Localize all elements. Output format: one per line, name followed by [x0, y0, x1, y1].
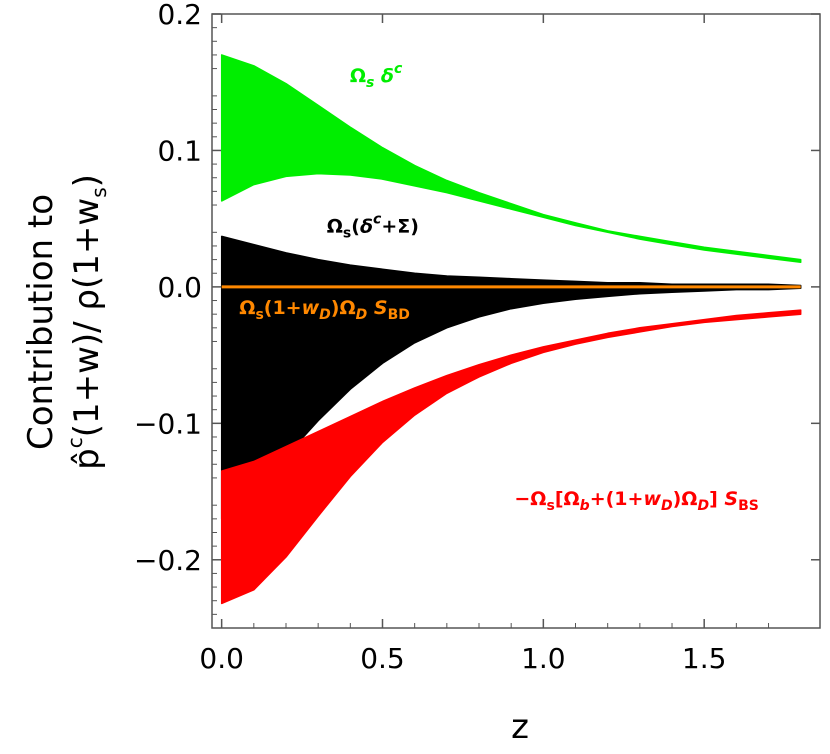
plot-frame [211, 13, 821, 629]
annotation-black: Ωs(δc+Σ) [327, 211, 419, 241]
annotation-red: −Ωs[Ωb+(1+wD)ΩD] SBS [514, 488, 758, 514]
y-tick-label: 0.1 [157, 134, 202, 167]
y-axis-title: Contribution to p̂c(1+w)/ ρ(1+ws) [21, 174, 111, 470]
y-tick-label: 0.0 [157, 271, 202, 304]
band-red [220, 309, 802, 605]
x-axis-title: z [511, 707, 529, 747]
y-axis-title-line2: p̂c(1+w)/ ρ(1+ws) [63, 174, 111, 470]
band-green [220, 54, 802, 264]
tick-layer: 0.0 0.5 1.0 1.5 −0.2 −0.1 0.0 0.1 0.2 [134, 0, 820, 675]
annotation-green: Ωs δc [350, 61, 403, 91]
y-tick-label: −0.2 [134, 544, 202, 577]
band-black [220, 235, 802, 520]
band-layer [220, 54, 802, 605]
y-tick-label: 0.2 [157, 0, 202, 31]
y-tick-label: −0.1 [134, 407, 202, 440]
x-tick-label: 1.0 [521, 642, 566, 675]
x-tick-label: 1.5 [682, 642, 727, 675]
x-tick-label: 0.0 [199, 642, 244, 675]
annotation-orange: Ωs(1+wD)ΩD SBD [239, 297, 410, 323]
y-axis-title-line1: Contribution to [21, 194, 61, 450]
x-tick-label: 0.5 [360, 642, 405, 675]
